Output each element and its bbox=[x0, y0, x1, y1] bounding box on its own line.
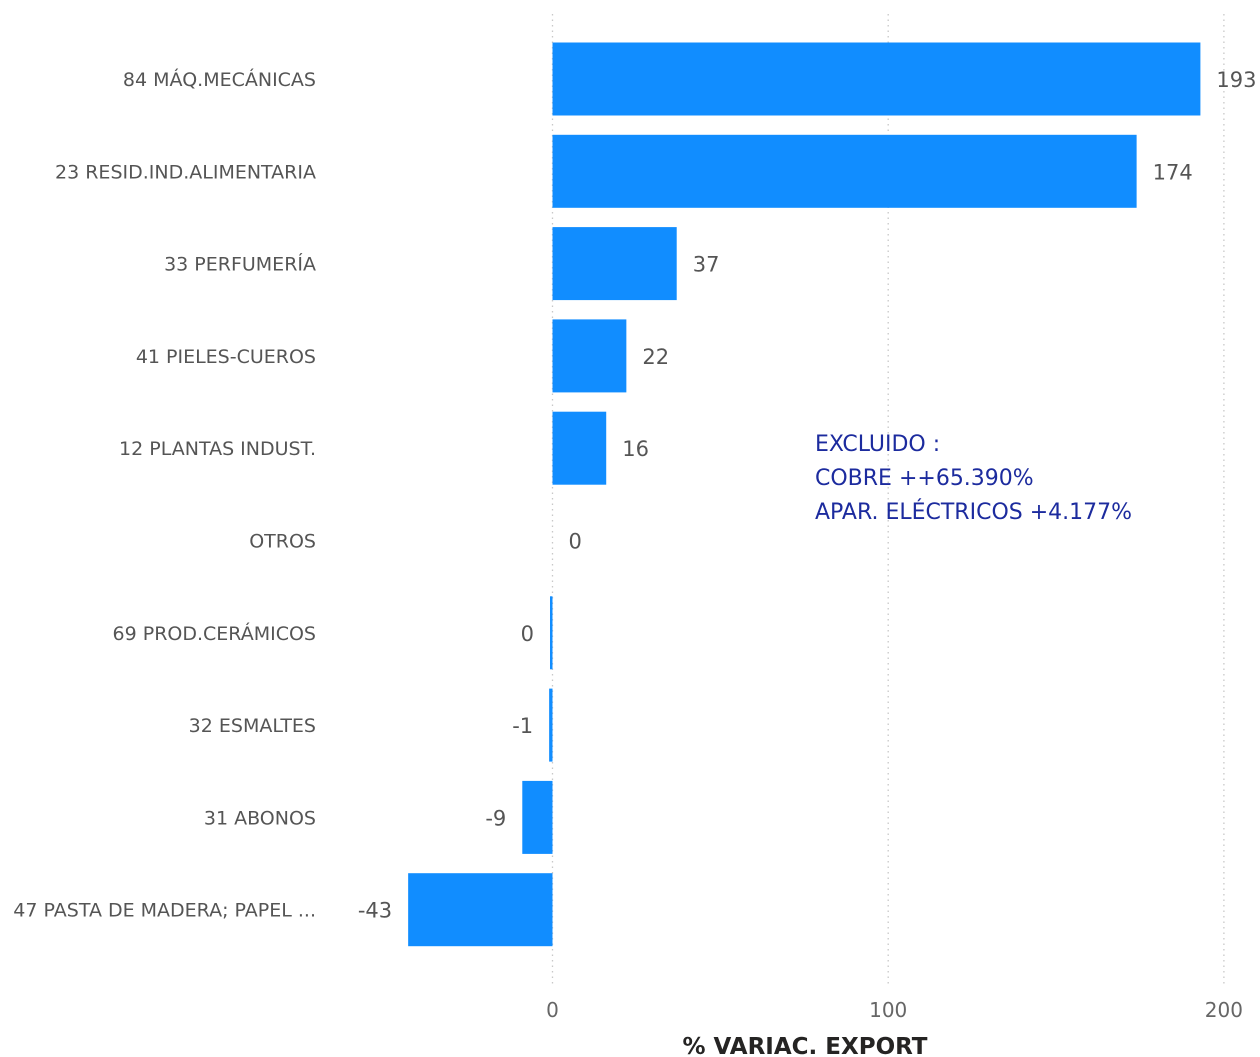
x-tick-label: 200 bbox=[1205, 998, 1243, 1022]
data-label: -9 bbox=[485, 806, 506, 830]
category-label: 41 PIELES-CUEROS bbox=[136, 346, 316, 368]
bar[interactable] bbox=[549, 688, 553, 762]
data-label: 16 bbox=[622, 437, 649, 461]
bars bbox=[408, 42, 1201, 947]
x-tick-label: 100 bbox=[869, 998, 907, 1022]
x-tick-label: 0 bbox=[546, 998, 559, 1022]
bar[interactable] bbox=[552, 134, 1137, 208]
bar[interactable] bbox=[552, 42, 1201, 116]
data-label: 193 bbox=[1216, 68, 1256, 92]
value-labels: 193 174 37 22 16 0 0 -1 -9 -43 bbox=[358, 68, 1257, 923]
bar[interactable] bbox=[408, 873, 553, 947]
data-label: 0 bbox=[521, 622, 534, 646]
data-label: -43 bbox=[358, 899, 392, 923]
category-label: 32 ESMALTES bbox=[189, 715, 316, 737]
category-label: 84 MÁQ.MECÁNICAS bbox=[123, 68, 316, 91]
annotation-line-2: COBRE ++65.390% bbox=[815, 466, 1034, 491]
annotation-line-3: APAR. ELÉCTRICOS +4.177% bbox=[815, 500, 1133, 525]
category-label: 23 RESID.IND.ALIMENTARIA bbox=[55, 161, 316, 183]
bar[interactable] bbox=[552, 319, 627, 393]
annotation-line-1: EXCLUIDO : bbox=[815, 432, 941, 457]
x-axis-ticks: 0 100 200 bbox=[546, 998, 1243, 1022]
data-label: 174 bbox=[1153, 160, 1193, 184]
category-label: OTROS bbox=[249, 531, 316, 553]
category-labels: 84 MÁQ.MECÁNICAS 23 RESID.IND.ALIMENTARIA… bbox=[13, 68, 316, 922]
category-label: 31 ABONOS bbox=[204, 807, 316, 829]
bar[interactable] bbox=[552, 227, 677, 301]
x-axis-title: % VARIAC. EXPORT bbox=[682, 1034, 927, 1057]
bar[interactable] bbox=[550, 596, 553, 670]
data-label: -1 bbox=[512, 714, 533, 738]
category-label: 47 PASTA DE MADERA; PAPEL ... bbox=[13, 900, 316, 922]
data-label: 37 bbox=[693, 253, 720, 277]
bar[interactable] bbox=[522, 780, 553, 854]
bar[interactable] bbox=[552, 411, 607, 485]
category-label: 33 PERFUMERÍA bbox=[164, 253, 316, 276]
data-label: 22 bbox=[642, 345, 669, 369]
data-label: 0 bbox=[569, 530, 582, 554]
annotation-note: EXCLUIDO : COBRE ++65.390% APAR. ELÉCTRI… bbox=[815, 428, 1132, 530]
category-label: 12 PLANTAS INDUST. bbox=[119, 438, 316, 460]
category-label: 69 PROD.CERÁMICOS bbox=[113, 622, 316, 645]
